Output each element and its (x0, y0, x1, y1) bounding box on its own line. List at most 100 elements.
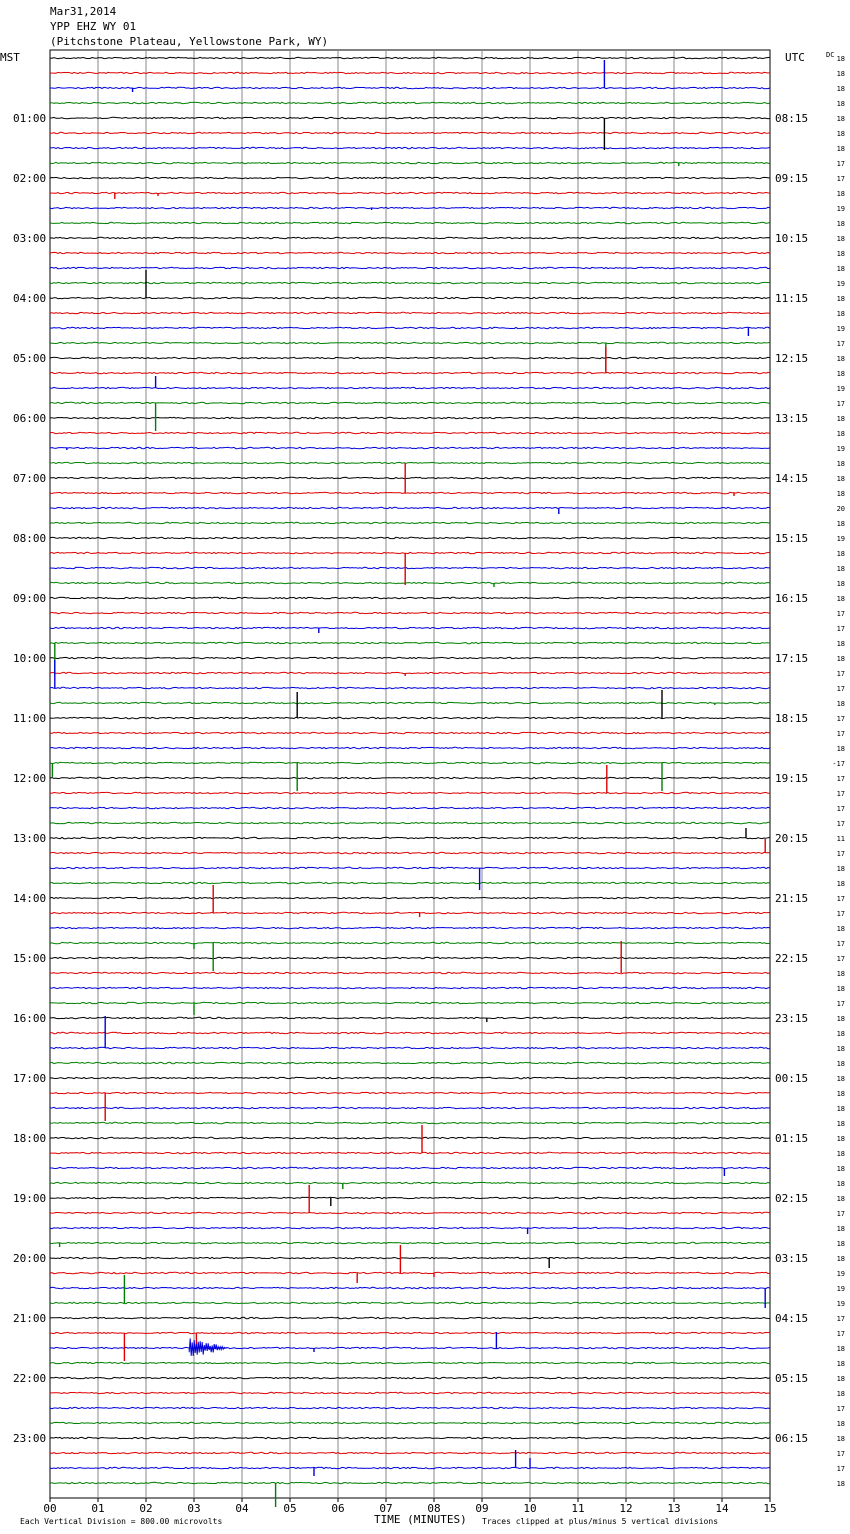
dc-offset-label: 18 (837, 430, 845, 438)
trace-line (49, 1151, 771, 1155)
utc-hour-label: 10:15 (775, 232, 808, 245)
trace-line (49, 266, 771, 270)
dc-offset-label: 17 (837, 685, 845, 693)
trace-line (49, 686, 771, 690)
dc-offset-label: 17 (837, 820, 845, 828)
dc-offset-label: 20 (837, 505, 845, 513)
trace-line (49, 1241, 771, 1245)
trace-line (49, 1226, 771, 1230)
dc-offset-label: 18 (837, 1390, 845, 1398)
mst-hour-label: 21:00 (13, 1312, 46, 1325)
seismic-events (51, 60, 766, 1507)
trace-line (49, 1286, 771, 1290)
utc-hour-label: 06:15 (775, 1432, 808, 1445)
station-code: YPP EHZ WY 01 (50, 20, 137, 33)
x-tick-label: 09 (475, 1502, 488, 1515)
trace-line (49, 176, 771, 180)
dc-offset-label: 18 (837, 985, 845, 993)
trace-line (49, 1076, 771, 1080)
trace-line (50, 86, 771, 90)
trace-line (49, 116, 771, 120)
trace-line (49, 191, 770, 195)
dc-offset-label: 19 (837, 1270, 845, 1278)
trace-line (49, 56, 771, 60)
mst-hour-label: 18:00 (13, 1132, 46, 1145)
dc-offset-label: 18 (837, 1480, 845, 1488)
trace-line (49, 221, 771, 225)
mst-hour-label: 04:00 (13, 292, 46, 305)
dc-offset-label: 18 (837, 1045, 845, 1053)
x-tick-label: 05 (283, 1502, 296, 1515)
mst-hour-label: 01:00 (13, 112, 46, 125)
trace-line (49, 851, 771, 855)
trace-line (49, 206, 771, 210)
dc-offset-label: 18 (837, 415, 845, 423)
trace-line (49, 1256, 771, 1260)
mst-hour-label: 17:00 (13, 1072, 46, 1085)
dc-offset-label: 18 (837, 970, 845, 978)
trace-line (49, 1016, 771, 1020)
trace-line (49, 491, 771, 495)
dc-offset-label: 18 (837, 475, 845, 483)
trace-line (49, 131, 771, 135)
trace-line (49, 581, 771, 585)
dc-offset-label: 18 (837, 745, 845, 753)
dc-offset-label: 17 (837, 625, 845, 633)
mst-hour-label: 20:00 (13, 1252, 46, 1265)
trace-line (49, 386, 771, 390)
dc-offset-label: 17 (837, 340, 845, 348)
dc-offset-label: 17 (837, 670, 845, 678)
trace-line (50, 1166, 771, 1170)
x-tick-label: 08 (427, 1502, 440, 1515)
dc-offset-label: 18 (837, 1060, 845, 1068)
trace-line (49, 236, 771, 240)
mst-hour-label: 10:00 (13, 652, 46, 665)
dc-offset-label: 19 (837, 280, 845, 288)
dc-offset-label: 19 (837, 1300, 845, 1308)
trace-line (49, 146, 771, 150)
x-tick-label: 15 (763, 1502, 776, 1515)
dc-offset-label: 17 (837, 805, 845, 813)
trace-line (49, 1121, 771, 1125)
trace-line (49, 1436, 771, 1440)
x-tick-label: 14 (715, 1502, 729, 1515)
mst-hour-label: 06:00 (13, 412, 46, 425)
trace-line (49, 1481, 771, 1485)
trace-line (49, 746, 771, 750)
dc-offset-label: 18 (837, 565, 845, 573)
mst-hour-label: 23:00 (13, 1432, 46, 1445)
dc-offset-label: 17 (837, 175, 845, 183)
trace-line (49, 926, 771, 930)
dc-offset-label: 19 (837, 385, 845, 393)
mst-hour-label: 16:00 (13, 1012, 46, 1025)
dc-offset-label: 18 (837, 640, 845, 648)
dc-offset-label: 17 (837, 1000, 845, 1008)
mst-hour-label: 09:00 (13, 592, 46, 605)
trace-line (49, 1196, 771, 1200)
dc-offset-label: 17 (837, 610, 845, 618)
dc-offset-label: 18 (837, 580, 845, 588)
mst-hour-label: 19:00 (13, 1192, 46, 1205)
x-tick-label: 03 (187, 1502, 200, 1515)
utc-hour-label: 11:15 (775, 292, 808, 305)
dc-offset-label: 18 (837, 265, 845, 273)
trace-line (49, 566, 771, 570)
trace-line (50, 1106, 771, 1110)
trace-line (49, 1361, 771, 1365)
dc-offset-label: 18 (837, 1225, 845, 1233)
dc-offset-label: 18 (837, 70, 845, 78)
dc-offset-label: 17 (837, 910, 845, 918)
mst-hour-label: 15:00 (13, 952, 46, 965)
trace-line (49, 776, 771, 780)
dc-offset-label: 19 (837, 1285, 845, 1293)
utc-label: UTC (785, 51, 805, 64)
dc-offset-label: 19 (837, 325, 845, 333)
dc-offset-label: 18 (837, 700, 845, 708)
dc-offset-label: 17 (837, 1450, 845, 1458)
clip-note: Traces clipped at plus/minus 5 vertical … (482, 1517, 718, 1526)
dc-offset-label: 18 (837, 190, 845, 198)
mst-hour-label: 14:00 (13, 892, 46, 905)
trace-line (49, 401, 771, 405)
dc-offset-label: 17 (837, 790, 845, 798)
earthquake-waveform (188, 1338, 228, 1356)
